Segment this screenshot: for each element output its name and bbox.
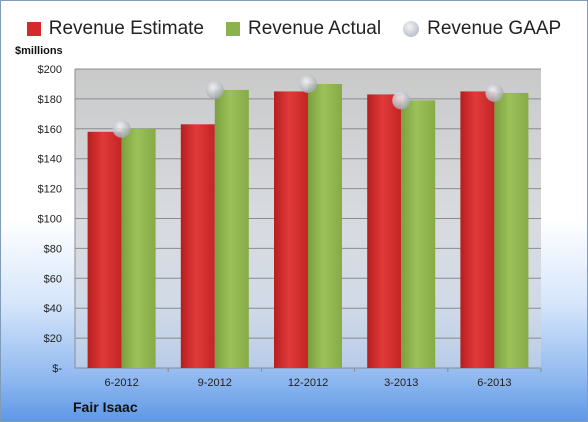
bar-revenue-actual <box>121 128 156 368</box>
bar-revenue-estimate <box>274 91 308 369</box>
marker-revenue-gaap <box>205 80 224 99</box>
y-tick-label: $80 <box>44 243 62 255</box>
legend-label-actual: Revenue Actual <box>248 18 382 39</box>
y-axis-unit-label: $millions <box>15 45 63 57</box>
company-name: Fair Isaac <box>73 399 138 415</box>
legend-swatch-estimate <box>26 22 41 36</box>
x-tick-label: 12-2012 <box>288 377 328 389</box>
y-tick-label: $100 <box>38 214 62 226</box>
y-tick-label: $200 <box>38 64 62 76</box>
y-tick-label: $- <box>52 363 62 375</box>
legend-swatch-gaap <box>403 21 420 37</box>
bar-revenue-estimate <box>367 94 402 368</box>
x-tick-label: 6-2012 <box>104 377 138 389</box>
y-tick-label: $180 <box>38 94 62 106</box>
bar-revenue-actual <box>214 89 249 369</box>
legend: Revenue Estimate Revenue Actual Revenue … <box>1 15 587 43</box>
legend-label-estimate: Revenue Estimate <box>48 18 204 39</box>
y-tick-label: $40 <box>44 303 62 315</box>
legend-item-gaap: Revenue GAAP <box>403 18 561 40</box>
legend-item-estimate: Revenue Estimate <box>26 18 204 40</box>
legend-label-gaap: Revenue GAAP <box>427 18 562 39</box>
y-tick-label: $20 <box>44 333 62 345</box>
x-tick-label: 9-2012 <box>198 377 232 389</box>
marker-revenue-gaap <box>485 83 504 102</box>
y-tick-label: $140 <box>38 154 62 166</box>
bar-revenue-estimate <box>180 124 215 368</box>
x-tick-label: 3-2013 <box>384 377 418 389</box>
x-tick-label: 6-2013 <box>477 377 511 389</box>
marker-revenue-gaap <box>299 74 317 93</box>
bar-revenue-actual <box>308 83 342 368</box>
legend-item-actual: Revenue Actual <box>226 18 381 40</box>
marker-revenue-gaap <box>392 91 411 110</box>
y-tick-label: $160 <box>38 124 62 136</box>
y-tick-label: $60 <box>44 273 62 285</box>
legend-swatch-actual <box>226 22 240 36</box>
bar-revenue-estimate <box>87 131 122 368</box>
bar-revenue-estimate <box>460 91 495 369</box>
bar-revenue-actual <box>494 92 529 369</box>
marker-revenue-gaap <box>112 119 131 138</box>
bar-revenue-actual <box>401 100 436 369</box>
y-tick-label: $120 <box>38 184 62 196</box>
